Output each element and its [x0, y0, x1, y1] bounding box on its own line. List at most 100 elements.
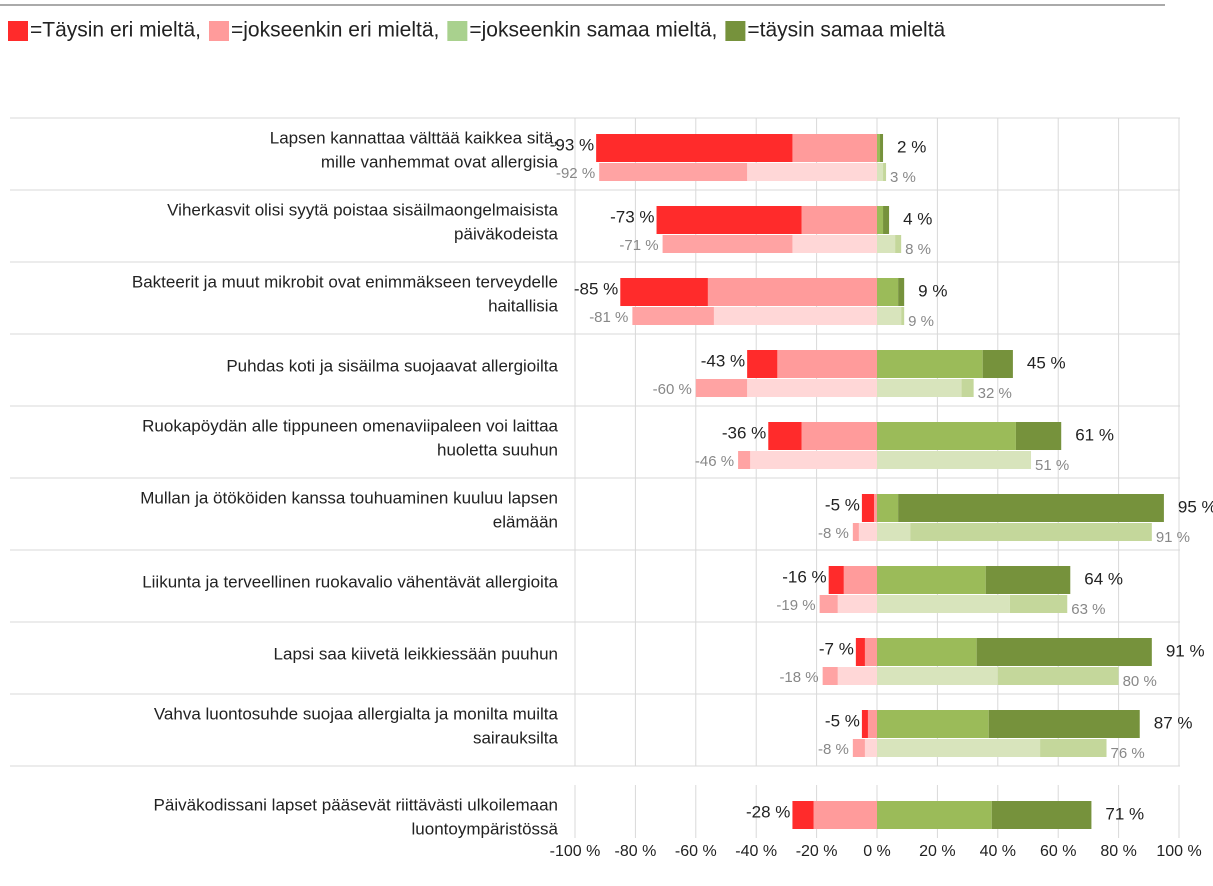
- bar-segment: [861, 494, 874, 522]
- category-label: elämään: [493, 512, 558, 531]
- bar-segment: [632, 307, 714, 325]
- category-label: Vahva luontosuhde suojaa allergialta ja …: [154, 704, 559, 723]
- negative-total-label: -7 %: [819, 639, 854, 658]
- legend-swatch: [8, 21, 28, 41]
- bar-segment: [861, 710, 868, 738]
- bar-segment: [901, 307, 905, 325]
- bar-segment: [877, 163, 884, 181]
- category-label: päiväkodeista: [454, 224, 559, 243]
- bar-segment: [837, 595, 877, 613]
- category-label: sairauksilta: [473, 728, 559, 747]
- prev-negative-total-label: -46 %: [695, 453, 734, 470]
- x-tick-label: 80 %: [1100, 843, 1136, 860]
- bar-segment: [713, 307, 877, 325]
- bar-segment: [877, 379, 962, 397]
- bar-segment: [877, 307, 902, 325]
- prev-negative-total-label: -18 %: [779, 669, 818, 686]
- positive-total-label: 64 %: [1084, 569, 1123, 588]
- bar-segment: [792, 134, 877, 162]
- bar-segment: [596, 134, 793, 162]
- bar-segment: [877, 350, 983, 378]
- positive-total-label: 87 %: [1154, 713, 1193, 732]
- bar-segment: [877, 710, 989, 738]
- category-label: Ruokapöydän alle tippuneen omenaviipalee…: [142, 416, 558, 435]
- positive-total-label: 9 %: [918, 281, 947, 300]
- prev-negative-total-label: -71 %: [619, 237, 658, 254]
- bar-segment: [877, 451, 1032, 469]
- bar-segment: [822, 667, 838, 685]
- legend-label: =jokseenkin samaa mieltä,: [469, 19, 717, 42]
- bar-segment: [864, 739, 877, 757]
- negative-total-label: -93 %: [550, 135, 594, 154]
- bar-segment: [858, 523, 877, 541]
- prev-negative-total-label: -8 %: [818, 525, 849, 542]
- bar-segment: [982, 350, 1013, 378]
- bar-segment: [801, 206, 877, 234]
- bar-segment: [880, 134, 884, 162]
- prev-positive-total-label: 63 %: [1071, 601, 1105, 618]
- positive-total-label: 2 %: [897, 137, 926, 156]
- legend-label: =Täysin eri mieltä,: [30, 19, 201, 42]
- bar-segment: [898, 494, 1164, 522]
- category-label: huoletta suuhun: [437, 440, 558, 459]
- bar-segment: [877, 638, 977, 666]
- legend-swatch: [725, 21, 746, 41]
- prev-negative-total-label: -19 %: [776, 597, 815, 614]
- bar-segment: [910, 523, 1152, 541]
- bar-segment: [750, 451, 877, 469]
- prev-negative-total-label: -8 %: [818, 741, 849, 758]
- bar-segment: [864, 638, 877, 666]
- negative-total-label: -16 %: [782, 567, 826, 586]
- category-label: Viherkasvit olisi syytä poistaa sisäilma…: [167, 200, 558, 219]
- negative-total-label: -85 %: [574, 279, 618, 298]
- x-tick-label: -60 %: [675, 843, 717, 860]
- negative-total-label: -5 %: [825, 495, 860, 514]
- positive-total-label: 4 %: [903, 209, 932, 228]
- prev-positive-total-label: 9 %: [908, 313, 934, 330]
- bar-segment: [883, 163, 887, 181]
- bar-segment: [898, 278, 905, 306]
- bar-segment: [738, 451, 751, 469]
- category-label: mille vanhemmat ovat allergisia: [321, 152, 559, 171]
- bar-segment: [656, 206, 802, 234]
- prev-positive-total-label: 8 %: [905, 241, 931, 258]
- legend-swatch: [208, 21, 229, 41]
- bar-segment: [1040, 739, 1107, 757]
- negative-total-label: -73 %: [610, 207, 654, 226]
- prev-positive-total-label: 32 %: [978, 385, 1012, 402]
- x-tick-label: -80 %: [615, 843, 657, 860]
- bar-segment: [819, 595, 838, 613]
- bar-segment: [768, 422, 802, 450]
- bar-segment: [777, 350, 877, 378]
- bar-segment: [877, 566, 986, 594]
- category-label: luontoympäristössä: [412, 819, 559, 838]
- bar-segment: [877, 739, 1041, 757]
- bar-segment: [877, 667, 998, 685]
- bar-segment: [855, 638, 865, 666]
- bar-segment: [1015, 422, 1062, 450]
- legend-label: =jokseenkin eri mieltä,: [231, 19, 439, 42]
- bar-segment: [695, 379, 748, 397]
- bar-segment: [976, 638, 1152, 666]
- bar-segment: [1009, 595, 1068, 613]
- legend-label: =täysin samaa mieltä: [747, 19, 945, 42]
- category-label: Mullan ja ötököiden kanssa touhuaminen k…: [140, 488, 558, 507]
- category-label: Lapsen kannattaa välttää kaikkea sitä,: [270, 128, 558, 147]
- bar-segment: [852, 523, 859, 541]
- bar-segment: [877, 494, 899, 522]
- prev-positive-total-label: 76 %: [1111, 745, 1145, 762]
- prev-negative-total-label: -92 %: [556, 165, 595, 182]
- bar-segment: [747, 379, 877, 397]
- prev-positive-total-label: 91 %: [1156, 529, 1190, 546]
- bar-segment: [792, 235, 877, 253]
- x-tick-label: -40 %: [735, 843, 777, 860]
- bar-segment: [991, 801, 1092, 829]
- prev-positive-total-label: 3 %: [890, 169, 916, 186]
- prev-positive-total-label: 80 %: [1123, 673, 1157, 690]
- negative-total-label: -43 %: [701, 351, 745, 370]
- bar-segment: [877, 595, 1010, 613]
- bar-segment: [895, 235, 902, 253]
- bar-segment: [877, 523, 911, 541]
- bar-segment: [877, 235, 896, 253]
